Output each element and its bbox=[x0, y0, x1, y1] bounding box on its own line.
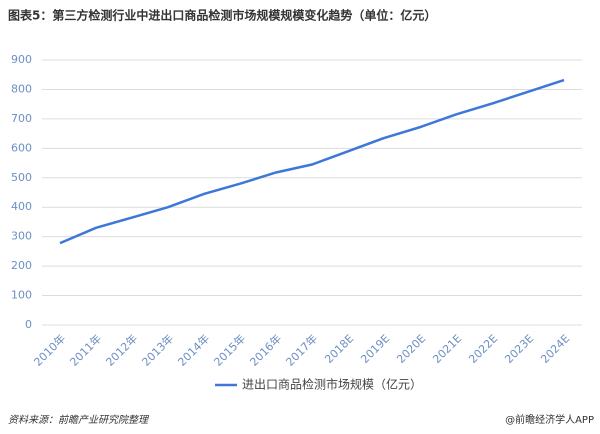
x-tick-label: 2022E bbox=[466, 332, 500, 366]
x-tick-label: 2016年 bbox=[247, 331, 284, 368]
x-tick-label: 2013年 bbox=[139, 331, 176, 368]
x-tick-label: 2015年 bbox=[211, 331, 248, 368]
y-tick-label: 700 bbox=[11, 112, 32, 125]
source: 资料来源：前瞻产业研究院整理 bbox=[8, 414, 150, 426]
x-tick-label: 2020E bbox=[394, 332, 428, 366]
y-tick-label: 500 bbox=[11, 171, 32, 184]
legend-label: 进出口商品检测市场规模（亿元） bbox=[242, 377, 422, 392]
x-tick-label: 2019E bbox=[358, 332, 392, 366]
y-tick-label: 300 bbox=[11, 230, 32, 243]
x-tick-label: 2021E bbox=[430, 332, 464, 366]
y-tick-label: 400 bbox=[11, 200, 32, 213]
x-tick-label: 2023E bbox=[502, 332, 536, 366]
y-tick-label: 800 bbox=[11, 82, 32, 95]
series-line bbox=[59, 78, 565, 245]
x-tick-label: 2014年 bbox=[175, 331, 212, 368]
x-tick-label: 2018E bbox=[322, 332, 356, 366]
y-tick-label: 200 bbox=[11, 259, 32, 272]
x-tick-label: 2011年 bbox=[67, 331, 104, 368]
chart-title: 图表5：第三方检测行业中进出口商品检测市场规模规模变化趋势（单位：亿元） bbox=[8, 8, 436, 23]
y-tick-label: 100 bbox=[11, 289, 32, 302]
x-tick-label: 2010年 bbox=[31, 331, 68, 368]
x-tick-label: 2012年 bbox=[103, 331, 140, 368]
y-tick-label: 900 bbox=[11, 53, 32, 66]
credit: @前瞻经济学人APP bbox=[505, 413, 594, 426]
x-tick-label: 2017年 bbox=[283, 331, 320, 368]
x-tick-label: 2024E bbox=[538, 332, 572, 366]
y-tick-label: 0 bbox=[25, 318, 32, 331]
y-tick-label: 600 bbox=[11, 141, 32, 154]
